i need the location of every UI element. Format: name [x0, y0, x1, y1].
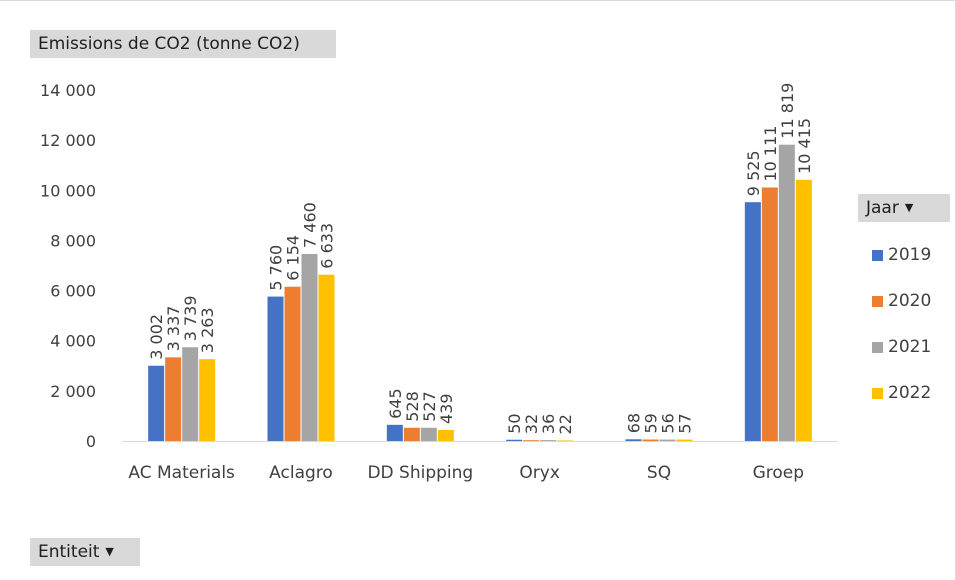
data-label: 10 415 — [795, 118, 814, 174]
axis-field-label: Entiteit — [38, 542, 100, 562]
category-label: Oryx — [519, 463, 560, 483]
legend: 2019 2020 2021 2022 — [872, 232, 952, 416]
bar-2022 — [437, 429, 454, 441]
dropdown-arrow-icon[interactable]: ▼ — [105, 545, 114, 558]
bar-2022 — [318, 274, 335, 441]
bar-2020 — [284, 286, 301, 441]
data-label: 59 — [642, 413, 661, 433]
value-field-button[interactable]: Emissions de CO2 (tonne CO2) — [30, 30, 336, 58]
data-label: 528 — [403, 391, 422, 422]
y-tick-label: 2 000 — [50, 382, 96, 401]
legend-label: 2019 — [888, 245, 932, 265]
bar-2020 — [761, 187, 778, 441]
bar-2021 — [540, 440, 557, 441]
bar-2021 — [659, 439, 676, 441]
y-tick-label: 4 000 — [50, 332, 96, 351]
dropdown-arrow-icon[interactable]: ▼ — [904, 201, 914, 214]
data-label: 50 — [505, 413, 524, 433]
bar-2019 — [506, 439, 523, 441]
category-label: SQ — [647, 463, 671, 483]
data-label: 3 337 — [164, 306, 183, 352]
legend-swatch — [872, 341, 883, 353]
axis-field-button[interactable]: Entiteit ▼ — [30, 538, 140, 566]
legend-item-2019: 2019 — [872, 232, 952, 278]
legend-item-2022: 2022 — [872, 370, 952, 416]
legend-swatch — [872, 387, 883, 399]
bar-2022 — [199, 359, 216, 441]
legend-item-2021: 2021 — [872, 324, 952, 370]
bar-2020 — [523, 440, 540, 441]
legend-label: 2020 — [888, 291, 932, 311]
bar-2022 — [676, 439, 693, 441]
data-label: 527 — [420, 391, 439, 422]
value-field-label: Emissions de CO2 (tonne CO2) — [38, 34, 300, 54]
data-label: 32 — [522, 414, 541, 434]
legend-swatch — [872, 249, 883, 261]
legend-label: 2022 — [888, 383, 932, 403]
data-label: 3 002 — [147, 314, 166, 360]
data-label: 3 739 — [181, 295, 200, 341]
data-label: 645 — [386, 388, 405, 419]
category-label: Aclagro — [269, 463, 333, 483]
bar-2021 — [182, 347, 199, 441]
bar-2020 — [642, 439, 659, 441]
y-tick-label: 8 000 — [50, 231, 96, 250]
data-label: 11 819 — [778, 83, 797, 139]
data-label: 3 263 — [198, 307, 217, 353]
data-label: 57 — [676, 413, 695, 433]
bar-2019 — [744, 202, 761, 441]
bar-2021 — [301, 253, 318, 441]
legend-field-button[interactable]: Jaar ▼ — [858, 194, 950, 222]
legend-label: 2021 — [888, 337, 932, 357]
data-label: 7 460 — [301, 202, 320, 248]
data-label: 6 154 — [284, 235, 303, 281]
category-label: Groep — [753, 463, 804, 483]
data-label: 36 — [539, 414, 558, 434]
data-label: 5 760 — [267, 245, 286, 291]
bar-2021 — [420, 427, 437, 441]
bar-2022 — [795, 179, 812, 441]
data-label: 439 — [437, 393, 456, 424]
bar-2019 — [148, 365, 165, 441]
data-label: 68 — [625, 413, 644, 433]
y-tick-label: 0 — [86, 432, 96, 451]
data-label: 6 633 — [318, 223, 337, 269]
bar-2019 — [267, 296, 284, 441]
bar-2021 — [778, 144, 795, 441]
bar-2020 — [403, 427, 420, 441]
category-label: AC Materials — [128, 463, 235, 483]
legend-field-label: Jaar — [866, 198, 899, 218]
legend-swatch — [872, 295, 883, 307]
category-label: DD Shipping — [367, 463, 473, 483]
data-label: 22 — [556, 414, 575, 434]
data-label: 10 111 — [761, 126, 780, 182]
bar-2022 — [557, 440, 574, 441]
y-tick-label: 6 000 — [50, 282, 96, 301]
data-label: 56 — [659, 413, 678, 433]
bar-2019 — [625, 439, 642, 441]
bar-2019 — [386, 424, 403, 441]
y-tick-label: 10 000 — [40, 181, 96, 200]
y-tick-label: 12 000 — [40, 131, 96, 150]
legend-item-2020: 2020 — [872, 278, 952, 324]
y-tick-label: 14 000 — [40, 81, 96, 100]
bar-2020 — [165, 357, 182, 441]
data-label: 9 525 — [744, 150, 763, 196]
